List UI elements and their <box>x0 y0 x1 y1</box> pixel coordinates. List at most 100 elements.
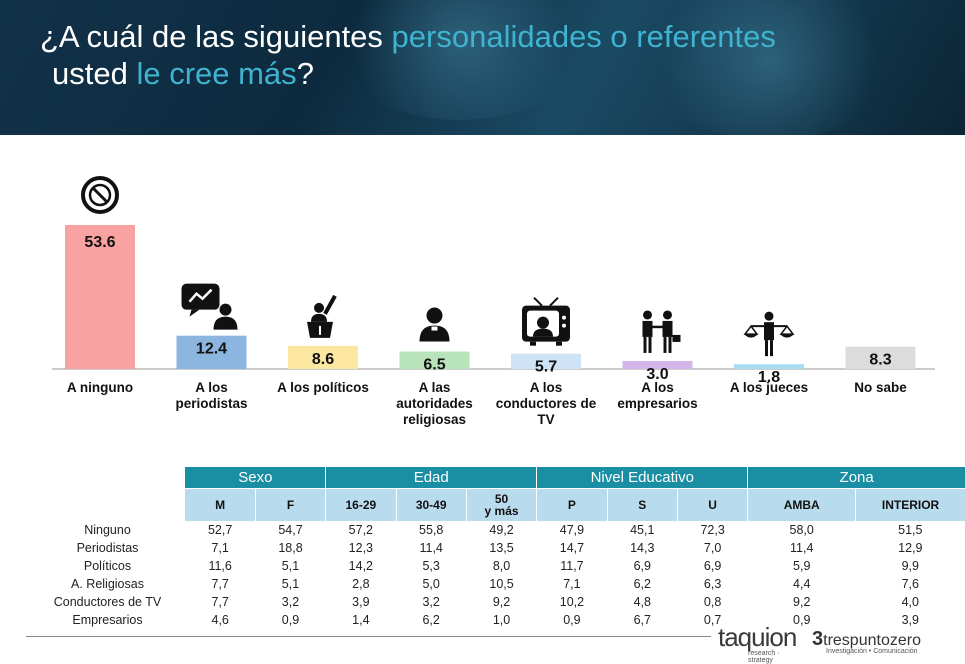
table-column-label: U <box>676 488 748 521</box>
table-cell: 18,8 <box>278 541 303 555</box>
title-text: usted <box>52 56 137 91</box>
table-cell: 14,7 <box>559 541 585 555</box>
table-column-label: P <box>536 488 608 521</box>
table-cell: 0,9 <box>281 613 300 627</box>
table-cell: 7,6 <box>901 577 919 591</box>
table-column-label: AMBA <box>747 488 856 521</box>
table-cell: 54,7 <box>278 523 303 537</box>
table-row: Políticos 11,6 5,1 14,2 5,3 8,0 11,7 6,9 6,9 5,9 9… <box>30 557 965 575</box>
page-title: ¿A cuál de las siguientes personalidades… <box>40 18 776 92</box>
table-column-label: S <box>606 488 678 521</box>
table-cell: 11,6 <box>208 559 232 573</box>
bar-chart: 53.6 12.4 8.6 6.5 5.7 3.0 1.8 8.3 <box>52 176 935 386</box>
table-cell: 7,0 <box>703 541 722 555</box>
category-label: A ninguno <box>66 380 134 395</box>
table-cell: 11,4 <box>790 541 814 555</box>
category-label: A los empresarios <box>617 380 698 411</box>
title-text: ¿A cuál de las siguientes <box>40 19 392 54</box>
title-banner: ¿A cuál de las siguientes personalidades… <box>0 0 965 135</box>
table-column-label: F <box>254 488 326 521</box>
table-group-label: Nivel Educativo <box>536 467 748 489</box>
table-cell: 51,5 <box>898 523 923 537</box>
table-cell: 11,7 <box>560 559 584 573</box>
table-cell: 9,9 <box>901 559 919 573</box>
table-cell: 10,2 <box>559 595 585 609</box>
table-cell: 52,7 <box>207 523 233 537</box>
table-cell: 4,4 <box>793 577 811 591</box>
table-cell: 4,0 <box>901 595 919 609</box>
category-label: A los políticos <box>277 380 369 395</box>
row-label: Políticos <box>83 559 132 573</box>
row-label: Ninguno <box>84 523 131 537</box>
bar-value-label: 8.3 <box>869 352 891 369</box>
table-cell: 47,9 <box>559 523 585 537</box>
table-column-label: 16-29 <box>325 488 397 521</box>
table-cell: 7,1 <box>563 577 581 591</box>
table-column-label: INTERIOR <box>855 488 965 521</box>
table-column-label: M <box>184 488 256 521</box>
judge-icon <box>743 311 795 357</box>
table-cell: 7,7 <box>211 577 229 591</box>
table-cell: 3,2 <box>281 595 300 609</box>
table-cell: 3,2 <box>422 595 440 609</box>
table-group-label: Edad <box>325 467 537 489</box>
category-label: A los conductores de TV <box>495 380 597 427</box>
table-cell: 0,7 <box>703 613 722 627</box>
row-label: A. Religiosas <box>71 577 144 591</box>
category-label: No sabe <box>854 380 907 395</box>
table-cell: 9,2 <box>793 595 811 609</box>
title-highlight: le cree más <box>136 56 297 91</box>
bar-value-label: 12.4 <box>196 341 227 358</box>
table-cell: 0,9 <box>563 613 581 627</box>
table-cell: 7,1 <box>211 541 229 555</box>
category-label: A los jueces <box>729 380 809 395</box>
footer-divider <box>26 636 711 637</box>
table-cell: 3,9 <box>352 595 370 609</box>
bar <box>511 353 581 369</box>
taquion-logo: taquion research · strategy <box>718 622 797 664</box>
title-text: ? <box>296 56 314 91</box>
table-cell: 5,1 <box>281 559 300 573</box>
table-cell: 6,9 <box>703 559 722 573</box>
tv-host-icon <box>522 296 570 346</box>
table-cell: 8,0 <box>492 559 511 573</box>
table-cell: 6,7 <box>633 613 651 627</box>
table-cell: 9,2 <box>492 595 511 609</box>
table-cell: 3,9 <box>901 613 919 627</box>
table-cell: 4,8 <box>633 595 651 609</box>
table-cell: 1,4 <box>352 613 370 627</box>
table-row: Empresarios 4,6 0,9 1,4 6,2 1,0 0,9 6,7 0,7 0,9 3,… <box>30 611 965 629</box>
table-cell: 2,8 <box>352 577 370 591</box>
table-cell: 6,3 <box>703 577 722 591</box>
table-cell: 45,1 <box>630 523 655 537</box>
journalist-icon <box>181 283 238 330</box>
table-cell: 0,8 <box>703 595 722 609</box>
table-cell: 0,9 <box>793 613 811 627</box>
no-sign-icon <box>81 176 119 214</box>
table-cell: 11,4 <box>419 541 443 555</box>
category-label: A los periodistas <box>175 380 248 411</box>
table-group-label: Zona <box>747 467 965 489</box>
bar-value-label: 53.6 <box>84 234 115 251</box>
table-row: Ninguno 52,7 54,7 57,2 55,8 49,2 47,9 45,1 72,3 5… <box>30 521 965 539</box>
table-cell: 5,0 <box>422 577 440 591</box>
bar-value-label: 1.8 <box>758 369 780 386</box>
table-cell: 13,5 <box>489 541 514 555</box>
row-label: Empresarios <box>72 613 143 627</box>
table-cell: 5,1 <box>281 577 300 591</box>
table-column-label: 30-49 <box>395 488 467 521</box>
table-group-label: Sexo <box>184 467 326 489</box>
logo-text: taquion <box>718 622 797 652</box>
title-highlight: personalidades o referentes <box>391 19 776 54</box>
row-label: Conductores de TV <box>53 595 162 609</box>
table-cell: 57,2 <box>348 523 374 537</box>
category-label: A las autoridades religiosas <box>396 380 473 427</box>
table-cell: 6,9 <box>633 559 651 573</box>
bar <box>845 346 916 369</box>
bar <box>288 345 358 369</box>
logo-mark: 3 <box>812 628 824 650</box>
politician-icon <box>307 294 337 338</box>
table-cell: 55,8 <box>419 523 444 537</box>
bar-value-label: 5.7 <box>535 359 557 376</box>
bar-value-label: 3.0 <box>646 366 668 383</box>
